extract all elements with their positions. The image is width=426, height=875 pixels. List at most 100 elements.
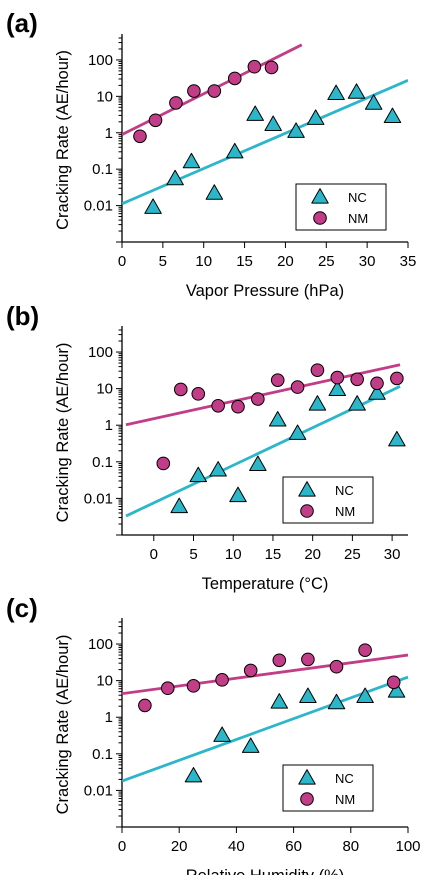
legend-label: NC — [335, 483, 354, 498]
x-tick-label: 35 — [400, 253, 417, 270]
panel-label: (a) — [6, 8, 38, 38]
nm-point — [148, 113, 163, 128]
legend: NC NM — [282, 764, 374, 812]
nc-point — [170, 497, 188, 514]
x-tick-label: 100 — [395, 838, 420, 855]
nc-fit-line — [122, 675, 408, 783]
x-tick-label: 30 — [384, 546, 401, 563]
nc-point — [299, 687, 317, 704]
legend-label: NC — [348, 190, 367, 205]
legend: NC NM — [282, 476, 374, 524]
nc-point — [388, 430, 406, 447]
legend-box — [295, 183, 387, 231]
legend-nm-marker — [300, 504, 314, 518]
nc-point — [383, 107, 402, 124]
x-axis-label: Temperature (°C) — [202, 575, 329, 593]
chart-panel: (a) 0.01 0.1 1 10 100 0 5 10 15 20 25 30 35 Vapor Pres… — [6, 8, 416, 300]
y-axis-label: Cracking Rate (AE/hour) — [54, 50, 72, 230]
y-axis-label: Cracking Rate (AE/hour) — [54, 635, 72, 815]
y-tick-label: 0.1 — [92, 161, 113, 178]
nc-point — [364, 94, 383, 110]
legend-box — [282, 764, 374, 812]
x-tick-label: 5 — [189, 546, 197, 563]
nm-point — [169, 96, 183, 110]
y-tick-label: 100 — [88, 636, 113, 653]
nc-point — [348, 395, 366, 411]
nc-point — [226, 142, 244, 159]
nm-point — [215, 673, 229, 687]
x-tick-label: 5 — [159, 253, 167, 270]
y-tick-label: 0.01 — [84, 198, 113, 215]
x-tick-label: 40 — [228, 838, 245, 855]
legend-label: NC — [335, 771, 354, 786]
nc-point — [249, 455, 267, 471]
nm-point — [133, 129, 147, 144]
nc-point — [268, 411, 287, 427]
nc-point — [327, 84, 345, 101]
nm-point — [272, 653, 287, 668]
y-tick-label: 1 — [105, 709, 113, 726]
nm-point — [251, 392, 265, 406]
nm-point — [358, 643, 372, 657]
x-tick-label: 25 — [318, 253, 335, 270]
nc-point — [189, 466, 208, 483]
x-tick-label: 0 — [150, 546, 158, 563]
nc-point — [356, 687, 374, 704]
nc-point — [387, 682, 406, 698]
y-tick-label: 10 — [96, 88, 113, 105]
nc-point — [182, 152, 201, 169]
nm-point — [301, 652, 315, 667]
nm-point — [160, 681, 175, 696]
y-tick-label: 0.1 — [92, 454, 113, 471]
x-tick-label: 20 — [304, 546, 321, 563]
y-tick-label: 100 — [88, 344, 113, 361]
nc-point — [205, 184, 224, 200]
nm-point — [264, 60, 279, 75]
nm-point — [350, 372, 364, 387]
nc-point — [288, 424, 307, 440]
x-tick-label: 15 — [236, 253, 253, 270]
nc-point — [229, 486, 247, 503]
panel-label: (c) — [6, 593, 38, 623]
y-tick-label: 10 — [96, 381, 113, 398]
nc-point — [287, 122, 305, 138]
nm-point — [187, 84, 201, 98]
nm-point — [386, 675, 401, 690]
y-tick-label: 1 — [105, 417, 113, 434]
nm-point — [270, 373, 285, 387]
y-tick-label: 0.01 — [84, 782, 113, 799]
x-tick-label: 80 — [342, 838, 359, 855]
nc-point — [184, 766, 203, 783]
nm-point — [329, 659, 344, 674]
nm-point — [211, 398, 225, 413]
nm-point — [207, 84, 222, 98]
x-axis-label: Relative Humidity (%) — [186, 867, 345, 875]
nc-point — [166, 169, 184, 186]
nc-point — [209, 461, 227, 477]
nm-point — [227, 71, 242, 86]
y-tick-label: 100 — [88, 52, 113, 69]
nm-point — [247, 59, 262, 74]
nc-point — [270, 693, 289, 709]
nm-point — [138, 698, 152, 713]
legend-nm-marker — [300, 792, 314, 806]
nc-point — [308, 395, 327, 411]
x-axis-label: Vapor Pressure (hPa) — [186, 282, 344, 300]
nc-point — [328, 380, 347, 397]
legend-label: NM — [335, 792, 355, 807]
y-tick-label: 1 — [105, 125, 113, 142]
x-tick-label: 0 — [118, 253, 126, 270]
nm-point — [370, 376, 384, 391]
legend-nc-marker — [311, 188, 329, 204]
x-tick-label: 30 — [359, 253, 376, 270]
x-tick-label: 15 — [265, 546, 282, 563]
nc-point — [144, 198, 162, 214]
nc-point — [241, 737, 260, 753]
chart-panel: (b) 0.01 0.1 1 10 100 0 5 10 15 20 25 30 Temperature … — [6, 301, 408, 593]
y-tick-label: 0.01 — [84, 490, 113, 507]
nc-point — [264, 115, 282, 131]
x-tick-label: 60 — [285, 838, 302, 855]
legend-box — [282, 476, 374, 524]
nc-point — [213, 726, 231, 742]
